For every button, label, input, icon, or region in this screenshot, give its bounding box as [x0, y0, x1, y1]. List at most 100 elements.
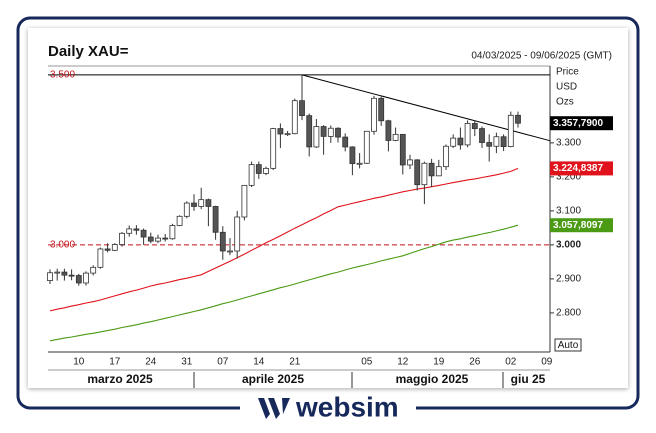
candle-body [349, 146, 356, 165]
unit-label: Price [556, 67, 579, 78]
level-label: 3.000 [50, 240, 75, 251]
candle-body [277, 128, 284, 135]
candle-body [363, 130, 370, 164]
x-tick-label: 05 [361, 357, 373, 368]
candle-body [507, 114, 514, 147]
candle-body [183, 202, 190, 217]
candle-body [335, 127, 341, 138]
candle-body [479, 128, 485, 143]
logo-icon [258, 398, 290, 419]
y-tick-label: 3.200 [556, 172, 581, 183]
candle-body [133, 228, 140, 231]
candle-body [450, 137, 457, 147]
month-label: aprile 2025 [242, 372, 304, 386]
y-tick-label: 3.000 [556, 240, 581, 251]
candle-body [378, 97, 385, 122]
candle-body [61, 271, 68, 276]
candle-body [75, 275, 82, 284]
candle-body [54, 271, 61, 274]
value-box [550, 161, 613, 176]
candle-body [119, 232, 125, 245]
candle-body [385, 120, 392, 141]
candle-body [176, 215, 183, 226]
candle-body [428, 162, 435, 177]
candle-body [284, 133, 291, 136]
candle-body [219, 231, 226, 252]
x-tick-label: 21 [289, 357, 301, 368]
candle-body [140, 229, 147, 238]
candle-body [299, 100, 305, 117]
candle-body [83, 272, 89, 284]
brand: websim [295, 391, 399, 422]
candle-body [198, 199, 205, 207]
candle-body [414, 159, 421, 186]
month-label: maggio 2025 [396, 372, 469, 386]
x-tick-label: 17 [109, 357, 121, 368]
y-tick-label: 2.800 [556, 308, 581, 319]
candle-body [255, 164, 262, 174]
x-tick-label: 07 [217, 357, 229, 368]
candle-body [47, 272, 53, 281]
unit-label: USD [556, 82, 577, 93]
candle-body [421, 162, 428, 186]
candle-body [104, 248, 111, 251]
candle-body [320, 126, 327, 137]
candle-body [234, 216, 241, 252]
candle-body [270, 128, 277, 169]
candle-body [515, 114, 521, 124]
panel [28, 28, 628, 388]
value-box [550, 218, 613, 233]
y-tick-label: 3.100 [556, 206, 581, 217]
candle-body [111, 244, 118, 251]
candle-body [90, 266, 97, 274]
x-tick-label: 26 [469, 357, 481, 368]
candle-body [212, 206, 219, 233]
candle-body [407, 159, 413, 166]
y-tick-label: 2.900 [556, 274, 581, 285]
x-tick-label: 19 [433, 357, 445, 368]
chart-title: Daily XAU= [48, 43, 129, 60]
candle-body [248, 164, 255, 186]
candle-body [241, 184, 248, 218]
candle-body [457, 137, 464, 146]
x-tick-label: 09 [541, 357, 553, 368]
candle-body [486, 142, 493, 147]
value-box-label: 3.224,8387 [553, 163, 603, 174]
value-box-label: 3.357,7900 [553, 118, 603, 129]
month-label: marzo 2025 [87, 372, 153, 386]
candle-body [306, 115, 313, 148]
candle-body [263, 167, 269, 174]
level-label: 3.500 [50, 69, 75, 80]
candle-body [291, 100, 298, 135]
candle-body [342, 136, 349, 148]
candle-body [435, 166, 442, 177]
candle-body [191, 202, 197, 207]
auto-button[interactable] [554, 338, 582, 352]
unit-label: Ozs [556, 97, 574, 108]
candle-body [155, 237, 161, 242]
candle-body [97, 248, 104, 268]
x-tick-label: 12 [397, 357, 409, 368]
candle-body [327, 127, 334, 137]
y-tick-label: 3.300 [556, 137, 581, 148]
candle-body [147, 236, 154, 242]
candle-body [392, 133, 399, 141]
value-box-label: 3.057,8097 [553, 220, 603, 231]
candle-body [443, 145, 449, 168]
candle-body [371, 97, 377, 132]
candle-body [126, 228, 133, 234]
candle-body [493, 136, 500, 147]
x-tick-label: 10 [73, 357, 85, 368]
x-tick-label: 24 [145, 357, 157, 368]
x-tick-label: 31 [181, 357, 193, 368]
x-tick-label: 02 [505, 357, 517, 368]
candle-body [464, 123, 471, 146]
candle-body [399, 133, 406, 166]
auto-label[interactable]: Auto [558, 340, 579, 351]
candle-body [500, 136, 507, 147]
candle-body [68, 274, 75, 277]
value-box [550, 116, 613, 131]
moving-average [49, 167, 519, 312]
